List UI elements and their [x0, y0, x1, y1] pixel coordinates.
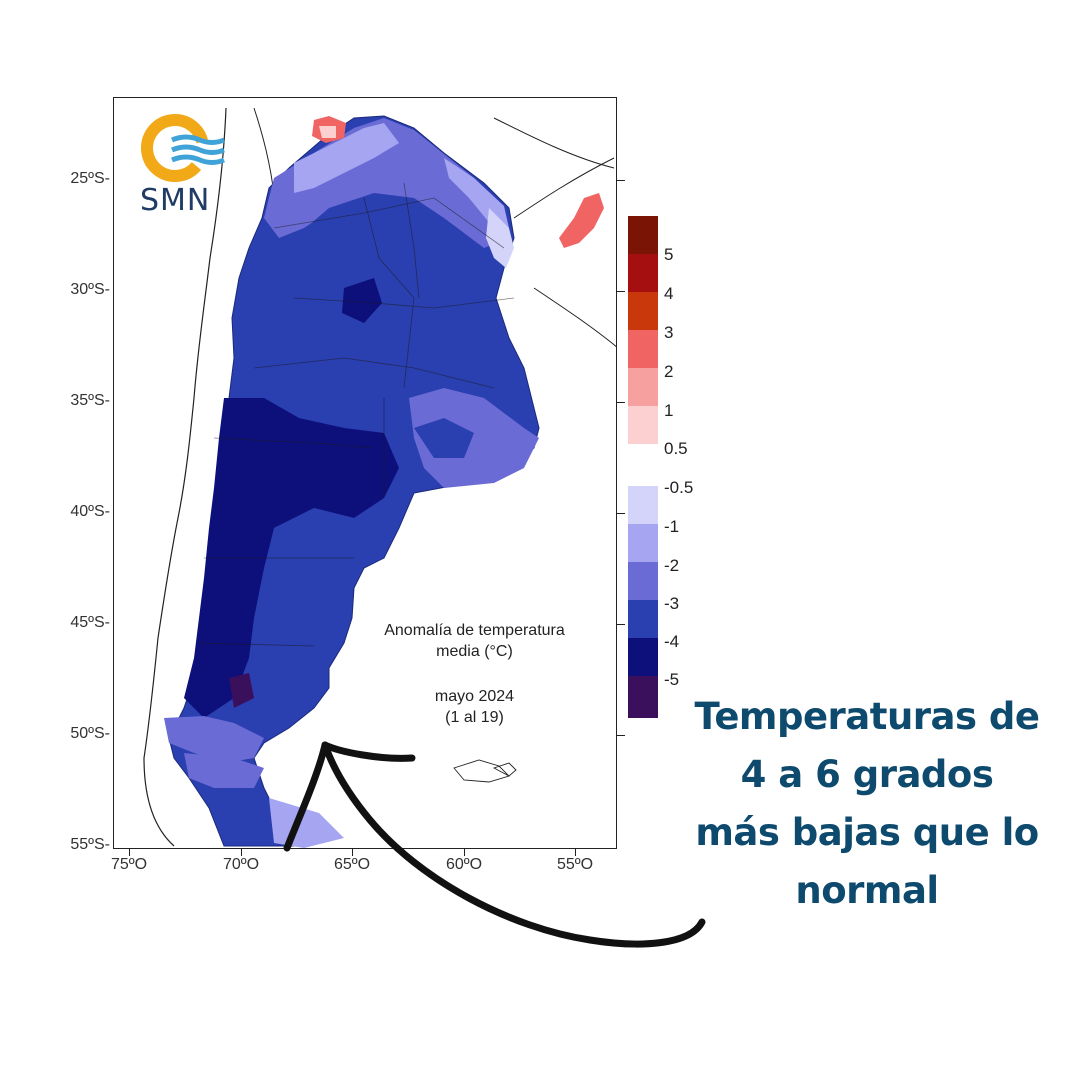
legend-label-neg-2: -2	[664, 556, 680, 575]
headline: Temperaturas de 4 a 6 grados más bajas q…	[672, 688, 1062, 920]
uruguay-border	[533, 287, 616, 348]
cordoba-cold-core	[342, 278, 382, 323]
lon-label-60o: 60ºO	[445, 856, 483, 873]
headline-line-4: normal	[795, 869, 939, 912]
caption-line-1: Anomalía de temperatura	[384, 622, 565, 639]
headline-line-1: Temperaturas de	[694, 695, 1041, 738]
province-boundaries	[198, 182, 515, 647]
tick-right-30	[617, 291, 625, 292]
legend-label-2: 2	[664, 362, 674, 381]
legend-swatch-4	[628, 254, 658, 292]
patagonia-coldest-region	[184, 398, 399, 718]
legend-label-4: 4	[664, 284, 674, 303]
northeast-light-band	[444, 158, 509, 228]
chile-coastline	[143, 107, 227, 847]
mesopotamia-light-band	[486, 208, 514, 268]
legend-swatch-neg-1	[628, 524, 658, 562]
map-svg	[143, 107, 616, 848]
period-line-2: (1 al 19)	[445, 709, 504, 726]
legend-swatch-1	[628, 368, 658, 406]
lat-label-45s: 45ºS-	[70, 614, 110, 631]
lat-label-50s: 50ºS-	[70, 725, 110, 742]
tick-right-50	[617, 735, 625, 736]
lon-label-55o: 55ºO	[556, 856, 594, 873]
temperature-anomaly-map	[113, 97, 617, 849]
malvinas-east	[492, 762, 517, 777]
legend-swatch-neg-0-5	[628, 486, 658, 524]
tick-bottom-70	[241, 849, 242, 856]
caption-line-2: media (°C)	[436, 643, 513, 660]
map-period: mayo 2024 (1 al 19)	[352, 686, 597, 728]
legend-swatch-0-5	[628, 406, 658, 444]
legend-label-neg-0-5: -0.5	[664, 478, 694, 497]
paraguay-border	[493, 117, 615, 169]
map-caption: Anomalía de temperatura media (°C)	[352, 620, 597, 662]
legend-swatch-neg-3	[628, 600, 658, 638]
lat-label-55s: 55ºS-	[70, 836, 110, 853]
tick-bottom-65	[352, 849, 353, 856]
legend-label-5: 5	[664, 245, 674, 264]
period-line-1: mayo 2024	[434, 688, 515, 705]
tick-right-40	[617, 513, 625, 514]
northwest-light-band	[294, 123, 399, 193]
legend-label-neg-5: -5	[664, 670, 680, 689]
brazil-border	[513, 157, 615, 219]
legend-label-neg-1: -1	[664, 517, 680, 536]
northwest-warm-core	[319, 126, 336, 138]
lon-label-75o: 75ºO	[110, 856, 148, 873]
legend-swatch-3	[628, 292, 658, 330]
lat-label-35s: 35ºS-	[70, 392, 110, 409]
headline-line-2: 4 a 6 grados	[740, 753, 994, 796]
legend-swatch-neg-4	[628, 638, 658, 676]
legend-swatch-neg-5	[628, 676, 658, 718]
central-cold-region	[239, 193, 439, 428]
lon-label-65o: 65ºO	[333, 856, 371, 873]
santa-cruz-cold-core	[229, 673, 254, 708]
legend-label-3: 3	[664, 323, 674, 342]
tick-right-45	[617, 624, 625, 625]
tick-bottom-60	[464, 849, 465, 856]
tick-right-25	[617, 180, 625, 181]
legend-label-1: 1	[664, 401, 674, 420]
buenos-aires-anomaly	[409, 388, 539, 488]
tick-bottom-75	[129, 849, 130, 856]
lat-label-25s: 25ºS-	[70, 170, 110, 187]
tick-bottom-55	[575, 849, 576, 856]
tierra-del-fuego	[269, 798, 344, 848]
smn-logo-icon	[141, 114, 225, 182]
legend-label-neg-3: -3	[664, 594, 680, 613]
chubut-cold-band	[264, 508, 379, 653]
legend-swatch-neg-2	[628, 562, 658, 600]
tick-right-35	[617, 402, 625, 403]
south-patagonia-band	[184, 753, 264, 788]
legend-label-0-5: 0.5	[664, 439, 688, 458]
smn-logo-text: SMN	[140, 183, 211, 218]
legend-label-neg-4: -4	[664, 632, 680, 651]
legend-swatch-2	[628, 330, 658, 368]
lon-label-70o: 70ºO	[222, 856, 260, 873]
southern-band	[164, 716, 264, 763]
misiones-warm-spot	[559, 193, 604, 248]
buenos-aires-core	[414, 418, 474, 458]
lat-label-30s: 30ºS-	[70, 281, 110, 298]
legend-swatch-5	[628, 216, 658, 254]
lat-label-40s: 40ºS-	[70, 503, 110, 520]
headline-line-3: más bajas que lo	[695, 811, 1039, 854]
